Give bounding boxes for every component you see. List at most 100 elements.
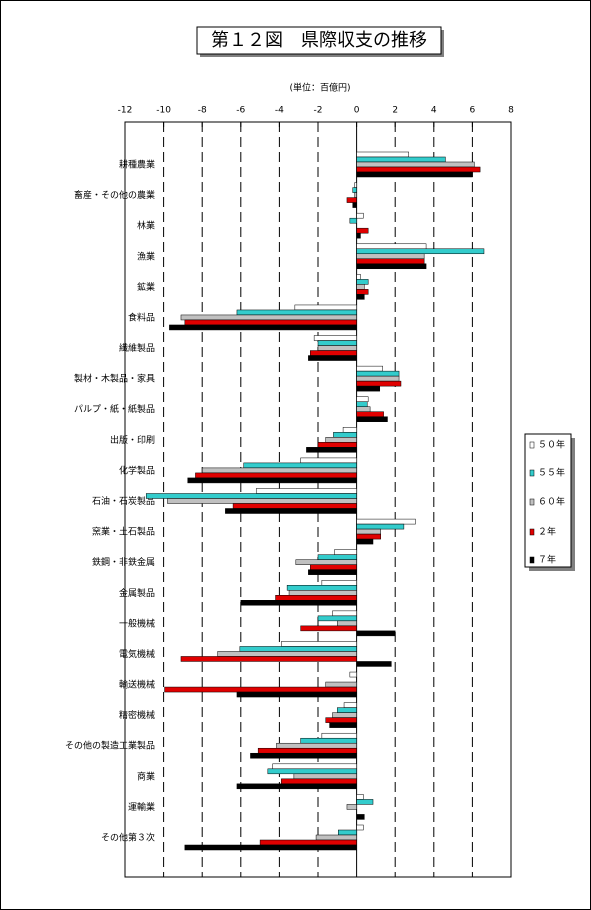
bar bbox=[338, 829, 357, 836]
bar bbox=[164, 686, 357, 693]
bar bbox=[236, 783, 357, 790]
bar bbox=[300, 457, 357, 464]
x-tick-label: -2 bbox=[314, 106, 323, 116]
y-tick-label: 鉱業 bbox=[137, 281, 155, 293]
bar bbox=[356, 523, 405, 530]
y-tick-label: 運輸業 bbox=[128, 801, 155, 813]
bar bbox=[276, 742, 357, 749]
bar bbox=[180, 656, 357, 662]
bar bbox=[356, 370, 400, 377]
bar bbox=[352, 187, 357, 193]
bar bbox=[356, 528, 381, 535]
y-tick-label: 耕種農業 bbox=[119, 159, 155, 171]
bar bbox=[187, 477, 357, 484]
y-tick-label: 畜産・その他の農業 bbox=[74, 189, 155, 201]
legend-swatch bbox=[529, 556, 535, 564]
y-tick-label: 商業 bbox=[137, 770, 155, 782]
bar bbox=[317, 340, 357, 346]
bar bbox=[356, 661, 392, 667]
bar bbox=[281, 641, 357, 647]
x-tick-label: -4 bbox=[275, 106, 284, 116]
y-tick-label: 食料品 bbox=[128, 311, 155, 323]
bar bbox=[180, 314, 357, 321]
y-tick-label: 一般機械 bbox=[119, 617, 155, 629]
bar bbox=[310, 350, 357, 356]
bar bbox=[356, 799, 374, 805]
bar bbox=[337, 620, 357, 627]
y-tick-label: 化学製品 bbox=[119, 464, 155, 476]
bar bbox=[184, 319, 357, 326]
bar bbox=[346, 804, 357, 810]
bar bbox=[145, 493, 357, 499]
x-tick-label: -12 bbox=[118, 106, 133, 116]
bar bbox=[308, 355, 357, 361]
legend-swatch bbox=[529, 498, 535, 506]
bar bbox=[267, 768, 357, 775]
bar bbox=[325, 681, 357, 688]
bar bbox=[225, 508, 357, 514]
bar bbox=[356, 401, 368, 407]
bar bbox=[332, 610, 357, 617]
bar bbox=[239, 646, 357, 652]
bar bbox=[257, 747, 357, 754]
bar bbox=[356, 156, 446, 163]
bar bbox=[356, 232, 361, 239]
legend-swatch bbox=[529, 441, 535, 449]
y-tick-label: 製材・木製品・家具 bbox=[74, 373, 155, 385]
bar bbox=[346, 197, 357, 203]
bar bbox=[250, 752, 357, 759]
legend-label: ２年 bbox=[538, 526, 556, 538]
bar bbox=[300, 625, 357, 632]
bar bbox=[356, 248, 485, 255]
bar bbox=[356, 814, 365, 820]
bar bbox=[315, 834, 357, 841]
bar bbox=[356, 274, 361, 280]
bar bbox=[356, 375, 400, 382]
bar bbox=[356, 258, 425, 265]
bar bbox=[356, 538, 374, 545]
y-tick-label: 輸送機械 bbox=[119, 679, 155, 691]
bar bbox=[232, 503, 357, 509]
y-tick-label: 林業 bbox=[137, 220, 155, 232]
bar bbox=[356, 279, 369, 285]
bar bbox=[349, 217, 357, 224]
bar bbox=[201, 467, 357, 474]
chart-title: 第１２図 県際収支の推移 bbox=[211, 30, 427, 51]
title-box bbox=[196, 26, 442, 55]
bar bbox=[195, 472, 357, 479]
bar bbox=[356, 794, 364, 800]
y-tick-label: 繊維製品 bbox=[119, 342, 155, 354]
x-tick-label: -10 bbox=[156, 106, 171, 116]
bar bbox=[286, 585, 357, 591]
bar bbox=[259, 839, 357, 846]
x-tick-label: -6 bbox=[236, 106, 245, 116]
bar bbox=[317, 345, 357, 351]
bar bbox=[356, 289, 369, 295]
x-tick-label: 0 bbox=[354, 106, 360, 116]
bar bbox=[334, 549, 357, 555]
bar bbox=[356, 385, 381, 392]
bar bbox=[356, 380, 402, 387]
y-tick-label: 鉄鋼・非鉄金属 bbox=[92, 556, 155, 568]
bar bbox=[310, 564, 357, 570]
bar bbox=[332, 712, 357, 718]
bar bbox=[325, 437, 357, 443]
bar bbox=[356, 411, 384, 417]
x-tick-label: 6 bbox=[470, 106, 476, 116]
bar bbox=[356, 396, 369, 402]
bar bbox=[356, 416, 388, 422]
bar bbox=[356, 151, 409, 158]
bar bbox=[354, 192, 357, 198]
subtitle: (単位：百億円) bbox=[289, 82, 350, 94]
y-tick-label: 漁業 bbox=[137, 250, 155, 262]
legend-swatch bbox=[529, 469, 535, 477]
y-tick-label: 精密機械 bbox=[119, 709, 155, 721]
bar bbox=[356, 243, 427, 250]
bar bbox=[342, 427, 357, 433]
legend-label: ５０年 bbox=[538, 439, 565, 451]
bar bbox=[356, 365, 383, 372]
bar bbox=[308, 569, 357, 575]
bar bbox=[356, 171, 473, 178]
bar bbox=[275, 595, 357, 601]
